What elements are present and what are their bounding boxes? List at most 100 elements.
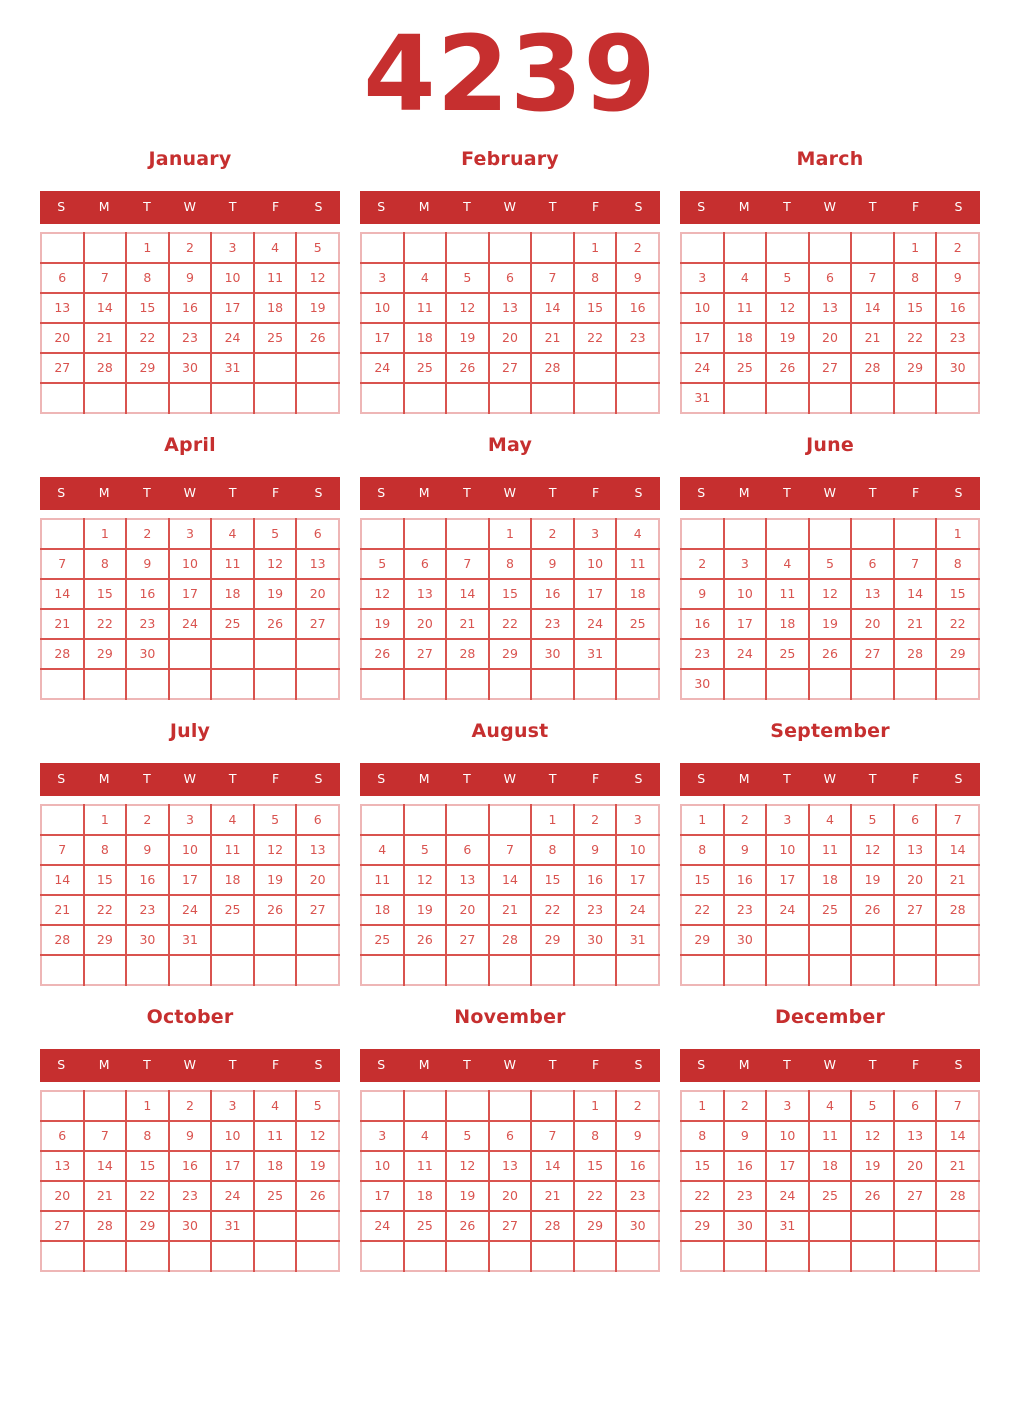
day-cell[interactable]: 22: [893, 323, 938, 354]
day-cell[interactable]: 3: [573, 519, 618, 550]
day-cell[interactable]: 27: [893, 1181, 938, 1212]
day-cell[interactable]: 7: [446, 549, 490, 580]
day-cell[interactable]: 15: [573, 1151, 618, 1182]
day-cell[interactable]: 5: [851, 1091, 895, 1122]
day-cell[interactable]: 11: [808, 835, 853, 866]
day-cell[interactable]: 20: [893, 865, 938, 896]
day-cell[interactable]: 24: [616, 895, 659, 926]
day-cell[interactable]: 29: [573, 1211, 618, 1242]
day-cell[interactable]: 1: [573, 1091, 618, 1122]
day-cell[interactable]: 7: [41, 835, 85, 866]
day-cell[interactable]: 14: [446, 579, 490, 610]
day-cell[interactable]: 31: [681, 383, 725, 413]
day-cell[interactable]: 28: [531, 1211, 575, 1242]
day-cell[interactable]: 24: [573, 609, 618, 640]
day-cell[interactable]: 28: [936, 1181, 979, 1212]
day-cell[interactable]: 8: [573, 263, 618, 294]
day-cell[interactable]: 21: [488, 895, 533, 926]
day-cell[interactable]: 5: [851, 805, 895, 836]
day-cell[interactable]: 23: [723, 1181, 768, 1212]
day-cell[interactable]: 15: [126, 1151, 170, 1182]
day-cell[interactable]: 4: [808, 1091, 853, 1122]
day-cell[interactable]: 11: [403, 293, 448, 324]
day-cell[interactable]: 29: [126, 353, 170, 384]
day-cell[interactable]: 22: [573, 323, 618, 354]
day-cell[interactable]: 10: [361, 293, 405, 324]
day-cell[interactable]: 18: [616, 579, 659, 610]
day-cell[interactable]: 6: [446, 835, 490, 866]
day-cell[interactable]: 11: [808, 1121, 853, 1152]
day-cell[interactable]: 9: [723, 1121, 768, 1152]
day-cell[interactable]: 15: [531, 865, 575, 896]
day-cell[interactable]: 15: [681, 1151, 725, 1182]
day-cell[interactable]: 10: [766, 835, 810, 866]
day-cell[interactable]: 11: [253, 263, 298, 294]
day-cell[interactable]: 16: [616, 293, 659, 324]
day-cell[interactable]: 2: [126, 519, 170, 550]
day-cell[interactable]: 19: [403, 895, 448, 926]
day-cell[interactable]: 17: [168, 865, 213, 896]
day-cell[interactable]: 11: [253, 1121, 298, 1152]
day-cell[interactable]: 12: [446, 1151, 490, 1182]
day-cell[interactable]: 22: [681, 1181, 725, 1212]
day-cell[interactable]: 9: [681, 579, 725, 610]
day-cell[interactable]: 30: [936, 353, 979, 384]
day-cell[interactable]: 7: [936, 805, 979, 836]
day-cell[interactable]: 19: [361, 609, 405, 640]
day-cell[interactable]: 14: [936, 1121, 979, 1152]
day-cell[interactable]: 21: [851, 323, 895, 354]
day-cell[interactable]: 25: [253, 1181, 298, 1212]
day-cell[interactable]: 26: [446, 1211, 490, 1242]
day-cell[interactable]: 8: [126, 263, 170, 294]
day-cell[interactable]: 18: [723, 323, 768, 354]
day-cell[interactable]: 27: [41, 1211, 85, 1242]
day-cell[interactable]: 30: [573, 925, 618, 956]
day-cell[interactable]: 27: [488, 1211, 533, 1242]
day-cell[interactable]: 14: [893, 579, 938, 610]
day-cell[interactable]: 12: [253, 549, 298, 580]
day-cell[interactable]: 24: [361, 353, 405, 384]
day-cell[interactable]: 24: [168, 609, 213, 640]
day-cell[interactable]: 9: [573, 835, 618, 866]
day-cell[interactable]: 3: [168, 805, 213, 836]
day-cell[interactable]: 25: [211, 895, 255, 926]
day-cell[interactable]: 13: [893, 835, 938, 866]
day-cell[interactable]: 24: [723, 639, 768, 670]
day-cell[interactable]: 26: [851, 895, 895, 926]
day-cell[interactable]: 29: [936, 639, 979, 670]
day-cell[interactable]: 4: [616, 519, 659, 550]
day-cell[interactable]: 30: [531, 639, 575, 670]
day-cell[interactable]: 21: [446, 609, 490, 640]
day-cell[interactable]: 5: [253, 519, 298, 550]
day-cell[interactable]: 18: [253, 1151, 298, 1182]
day-cell[interactable]: 2: [531, 519, 575, 550]
day-cell[interactable]: 25: [723, 353, 768, 384]
day-cell[interactable]: 7: [41, 549, 85, 580]
day-cell[interactable]: 20: [296, 579, 339, 610]
day-cell[interactable]: 20: [403, 609, 448, 640]
day-cell[interactable]: 17: [766, 865, 810, 896]
day-cell[interactable]: 11: [616, 549, 659, 580]
day-cell[interactable]: 13: [488, 1151, 533, 1182]
day-cell[interactable]: 11: [403, 1151, 448, 1182]
day-cell[interactable]: 10: [361, 1151, 405, 1182]
day-cell[interactable]: 11: [211, 835, 255, 866]
day-cell[interactable]: 4: [403, 263, 448, 294]
day-cell[interactable]: 18: [808, 1151, 853, 1182]
day-cell[interactable]: 16: [723, 865, 768, 896]
day-cell[interactable]: 30: [723, 925, 768, 956]
day-cell[interactable]: 2: [681, 549, 725, 580]
day-cell[interactable]: 22: [126, 323, 170, 354]
day-cell[interactable]: 9: [531, 549, 575, 580]
day-cell[interactable]: 14: [41, 865, 85, 896]
day-cell[interactable]: 20: [488, 1181, 533, 1212]
day-cell[interactable]: 22: [126, 1181, 170, 1212]
day-cell[interactable]: 23: [531, 609, 575, 640]
day-cell[interactable]: 19: [808, 609, 853, 640]
day-cell[interactable]: 3: [211, 233, 255, 264]
day-cell[interactable]: 25: [766, 639, 810, 670]
day-cell[interactable]: 23: [168, 323, 213, 354]
day-cell[interactable]: 9: [168, 263, 213, 294]
day-cell[interactable]: 8: [573, 1121, 618, 1152]
day-cell[interactable]: 7: [488, 835, 533, 866]
